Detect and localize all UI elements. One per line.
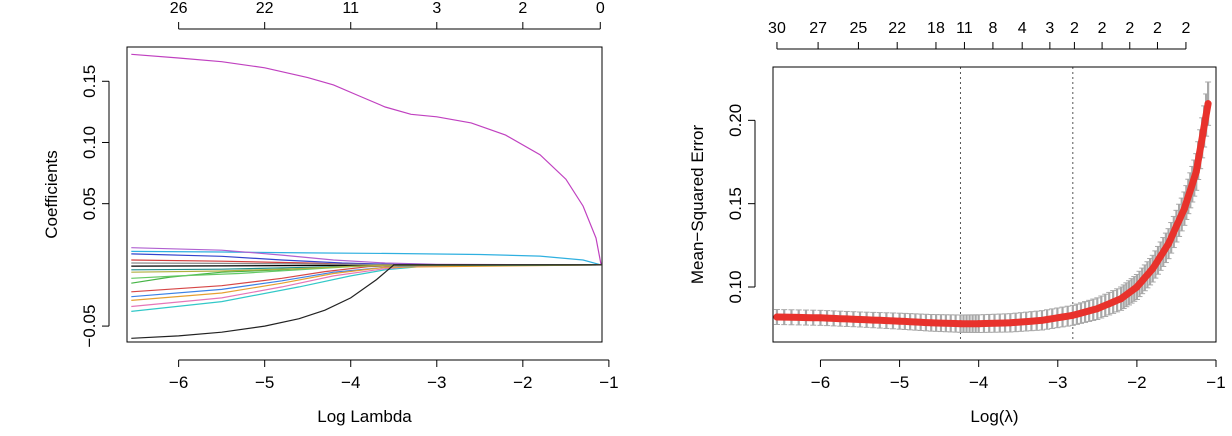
mse-point bbox=[1165, 240, 1173, 248]
right-x-tick-label: −2 bbox=[1127, 373, 1146, 392]
right-y-tick-label: 0.15 bbox=[726, 187, 745, 220]
left-y-axis-title: Coefficients bbox=[42, 150, 61, 239]
coefficient-path-line bbox=[131, 264, 602, 284]
right-top-tick-label: 18 bbox=[927, 20, 945, 37]
coefficient-path-line bbox=[131, 264, 602, 339]
coefficient-lines bbox=[131, 53, 602, 339]
mse-point bbox=[975, 320, 983, 328]
coefficient-path-line bbox=[131, 53, 602, 266]
mse-point bbox=[1149, 265, 1157, 273]
right-top-tick-label: 8 bbox=[988, 20, 997, 37]
mse-point bbox=[1192, 168, 1200, 176]
right-top-tick-label: 3 bbox=[1045, 20, 1054, 37]
mse-point bbox=[1069, 311, 1077, 319]
left-y-tick-label: 0.10 bbox=[80, 126, 99, 159]
right-x-tick-label: −6 bbox=[811, 373, 830, 392]
right-top-tick-label: 22 bbox=[888, 20, 906, 37]
right-top-tick-label: 2 bbox=[1125, 20, 1134, 37]
right-y-axis-title: Mean−Squared Error bbox=[688, 125, 707, 285]
right-top-tick-label: 2 bbox=[1181, 20, 1190, 37]
left-axes: −6 −5 −4 −3 −2 −1 0.15 0.10 0.05 −0.05 26 22 11 3 2 0 bbox=[80, 0, 619, 392]
left-y-tick-label: 0.05 bbox=[80, 187, 99, 220]
right-top-tick-label: 27 bbox=[809, 20, 827, 37]
left-top-tick-label: 11 bbox=[342, 0, 359, 17]
mse-point bbox=[927, 319, 935, 327]
mse-point bbox=[1093, 305, 1101, 313]
right-top-tick-label: 2 bbox=[1070, 20, 1079, 37]
mse-point bbox=[816, 314, 824, 322]
left-top-tick-label: 26 bbox=[170, 0, 188, 17]
mse-point bbox=[1204, 100, 1212, 108]
left-top-tick-label: 2 bbox=[518, 0, 527, 17]
left-x-tick-label: −2 bbox=[513, 373, 532, 392]
right-x-tick-label: −4 bbox=[969, 373, 988, 392]
mse-point bbox=[856, 316, 864, 323]
mse-point bbox=[956, 320, 964, 328]
coefficient-path-plot: −6 −5 −4 −3 −2 −1 0.15 0.10 0.05 −0.05 26 22 11 3 2 0 L… bbox=[42, 0, 619, 426]
mse-curve bbox=[773, 100, 1212, 328]
right-top-tick-label: 25 bbox=[850, 20, 868, 37]
right-x-tick-label: −5 bbox=[890, 373, 909, 392]
left-x-tick-label: −6 bbox=[169, 373, 188, 392]
mse-point bbox=[773, 313, 781, 321]
right-top-tick-label: 11 bbox=[956, 20, 973, 37]
right-x-tick-label: −3 bbox=[1048, 373, 1067, 392]
right-top-tick-label: 30 bbox=[768, 20, 786, 37]
left-top-tick-label: 0 bbox=[596, 0, 605, 17]
cv-mse-marks bbox=[773, 67, 1212, 342]
mse-point bbox=[896, 317, 904, 325]
right-top-tick-label: 2 bbox=[1153, 20, 1162, 37]
right-plot-frame bbox=[772, 66, 1217, 343]
left-y-tick-label: 0.15 bbox=[80, 65, 99, 98]
right-y-tick-label: 0.20 bbox=[726, 104, 745, 137]
left-x-tick-label: −4 bbox=[341, 373, 360, 392]
left-x-tick-label: −1 bbox=[599, 373, 618, 392]
mse-point bbox=[1038, 316, 1046, 324]
left-x-tick-label: −3 bbox=[427, 373, 446, 392]
mse-point bbox=[1133, 283, 1141, 291]
right-y-tick-label: 0.10 bbox=[726, 270, 745, 303]
left-y-tick-label: −0.05 bbox=[80, 305, 99, 348]
mse-point bbox=[1117, 295, 1125, 303]
left-top-tick-label: 3 bbox=[432, 0, 441, 17]
coefficient-path-line bbox=[131, 250, 602, 266]
right-x-tick-label: −1 bbox=[1206, 373, 1225, 392]
left-x-tick-label: −5 bbox=[255, 373, 274, 392]
right-x-axis-title: Log(λ) bbox=[970, 407, 1018, 426]
left-x-axis-title: Log Lambda bbox=[317, 407, 412, 426]
coefficient-path-line bbox=[131, 264, 602, 301]
right-top-tick-label: 4 bbox=[1018, 20, 1027, 37]
mse-point bbox=[1006, 319, 1014, 327]
right-top-tick-label: 2 bbox=[1098, 20, 1107, 37]
left-top-tick-label: 22 bbox=[256, 0, 274, 17]
mse-point bbox=[1180, 205, 1188, 213]
left-plot-frame bbox=[126, 46, 603, 343]
